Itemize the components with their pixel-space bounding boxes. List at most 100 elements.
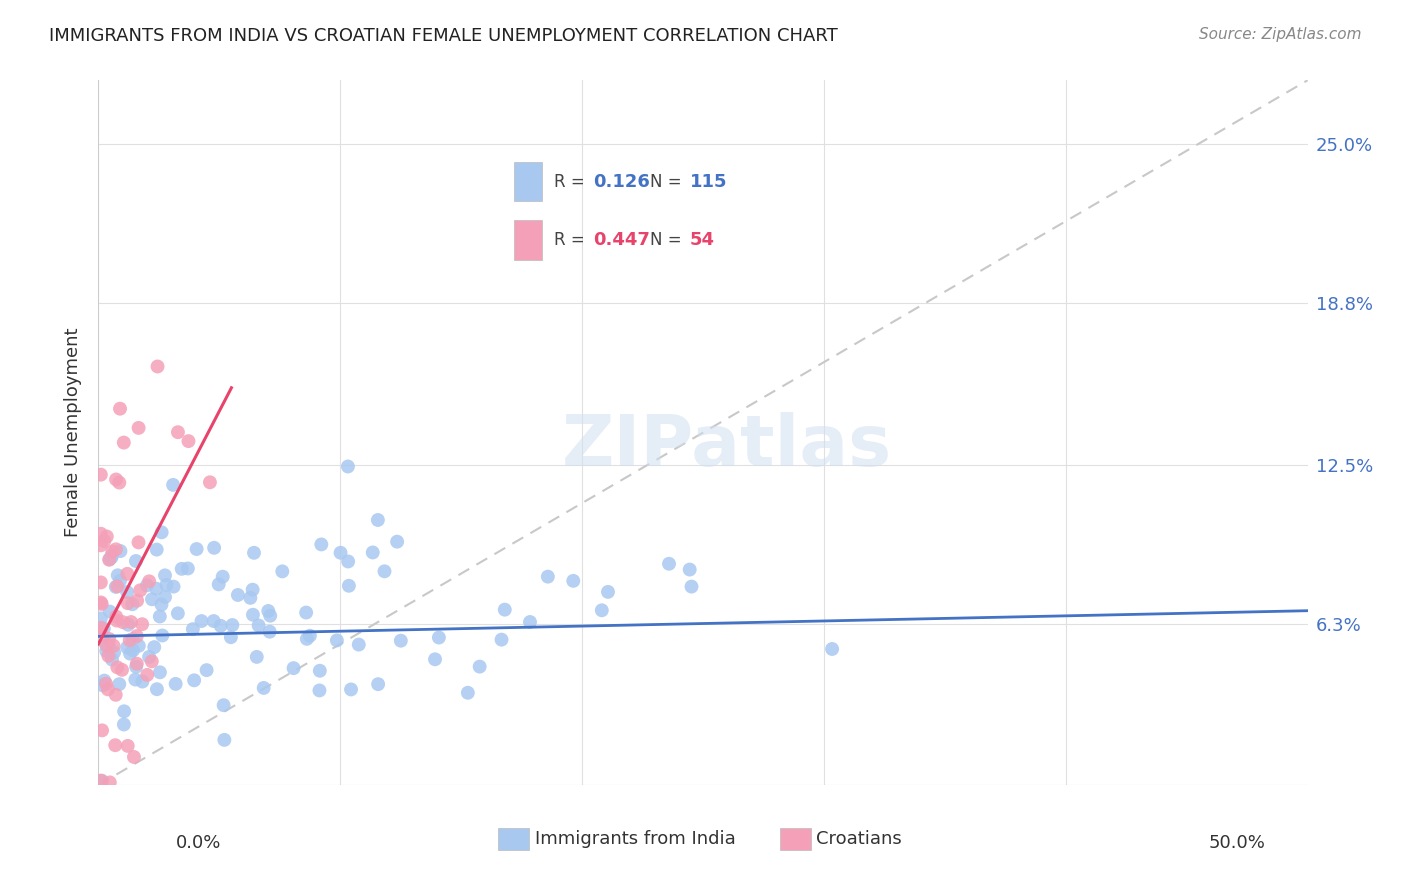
Point bbox=[141, 654, 163, 668]
Point bbox=[181, 622, 204, 636]
Point bbox=[821, 642, 844, 657]
Point bbox=[519, 615, 541, 629]
Point bbox=[202, 614, 225, 628]
Point bbox=[347, 638, 370, 652]
Point bbox=[186, 542, 208, 557]
Point bbox=[108, 475, 131, 490]
Point bbox=[107, 568, 129, 582]
Point bbox=[104, 542, 127, 557]
Point bbox=[125, 657, 148, 671]
Point bbox=[423, 652, 446, 666]
Y-axis label: Female Unemployment: Female Unemployment bbox=[63, 328, 82, 537]
Text: 0.126: 0.126 bbox=[593, 173, 650, 191]
Point bbox=[326, 633, 349, 648]
Point bbox=[150, 598, 173, 612]
Point bbox=[150, 525, 173, 540]
Point bbox=[131, 674, 153, 689]
Point bbox=[681, 580, 703, 594]
Point bbox=[143, 640, 166, 654]
Point bbox=[129, 583, 152, 598]
Point bbox=[121, 597, 143, 611]
Point bbox=[214, 732, 236, 747]
Point bbox=[124, 673, 146, 687]
Point bbox=[103, 645, 125, 659]
Point bbox=[128, 639, 150, 653]
FancyBboxPatch shape bbox=[515, 220, 543, 260]
Point bbox=[198, 475, 221, 490]
Point bbox=[105, 660, 128, 674]
Point bbox=[101, 544, 124, 558]
Point bbox=[298, 629, 321, 643]
Point bbox=[166, 607, 188, 621]
Point bbox=[90, 538, 112, 552]
Point bbox=[373, 564, 395, 578]
Point bbox=[145, 542, 167, 557]
Point bbox=[155, 578, 177, 592]
Text: 50.0%: 50.0% bbox=[1209, 834, 1265, 852]
Point bbox=[385, 534, 408, 549]
Point bbox=[122, 750, 145, 764]
Point bbox=[340, 682, 363, 697]
Point bbox=[125, 554, 148, 568]
Point bbox=[221, 618, 243, 632]
Point bbox=[167, 425, 190, 440]
Point bbox=[311, 537, 333, 551]
Point bbox=[457, 686, 479, 700]
Point bbox=[115, 585, 138, 599]
Point bbox=[96, 644, 118, 658]
Point bbox=[146, 359, 169, 374]
Point bbox=[596, 585, 619, 599]
Point bbox=[141, 592, 163, 607]
Point bbox=[104, 738, 127, 752]
Point bbox=[98, 605, 121, 619]
Point bbox=[367, 677, 389, 691]
Point bbox=[211, 570, 233, 584]
Point bbox=[138, 574, 160, 589]
Point bbox=[91, 723, 114, 738]
Point bbox=[562, 574, 585, 588]
Point bbox=[153, 568, 176, 582]
Point bbox=[138, 649, 160, 664]
Point bbox=[111, 615, 134, 630]
Point bbox=[90, 597, 112, 611]
Point bbox=[112, 717, 135, 731]
Point bbox=[253, 681, 276, 695]
Point bbox=[295, 632, 318, 646]
Text: 54: 54 bbox=[689, 231, 714, 249]
Point bbox=[105, 609, 128, 624]
Point bbox=[104, 580, 127, 594]
Point bbox=[136, 578, 159, 592]
Text: Croatians: Croatians bbox=[815, 830, 901, 848]
Point bbox=[112, 704, 135, 718]
Point bbox=[90, 624, 112, 639]
Point bbox=[127, 593, 149, 607]
Point bbox=[117, 739, 139, 753]
Point bbox=[98, 553, 121, 567]
Point bbox=[329, 546, 352, 560]
Point bbox=[97, 648, 120, 663]
Point bbox=[337, 554, 360, 568]
Point bbox=[90, 595, 112, 609]
Point bbox=[259, 608, 281, 623]
Text: 115: 115 bbox=[689, 173, 727, 191]
Point bbox=[427, 631, 450, 645]
Point bbox=[361, 545, 384, 559]
Point bbox=[117, 617, 139, 632]
Text: ZIPatlas: ZIPatlas bbox=[562, 412, 893, 481]
Point bbox=[110, 544, 132, 558]
Point bbox=[90, 611, 112, 625]
Point bbox=[117, 596, 139, 610]
Point bbox=[246, 649, 269, 664]
Point bbox=[257, 604, 280, 618]
Point bbox=[247, 618, 270, 632]
Point bbox=[591, 603, 613, 617]
Point bbox=[149, 665, 172, 680]
Point bbox=[90, 773, 112, 788]
Point bbox=[112, 435, 135, 450]
Point bbox=[91, 678, 114, 692]
Point bbox=[90, 467, 112, 482]
Point bbox=[131, 617, 153, 632]
Point bbox=[308, 683, 330, 698]
Point bbox=[90, 575, 112, 590]
Point bbox=[105, 614, 128, 628]
